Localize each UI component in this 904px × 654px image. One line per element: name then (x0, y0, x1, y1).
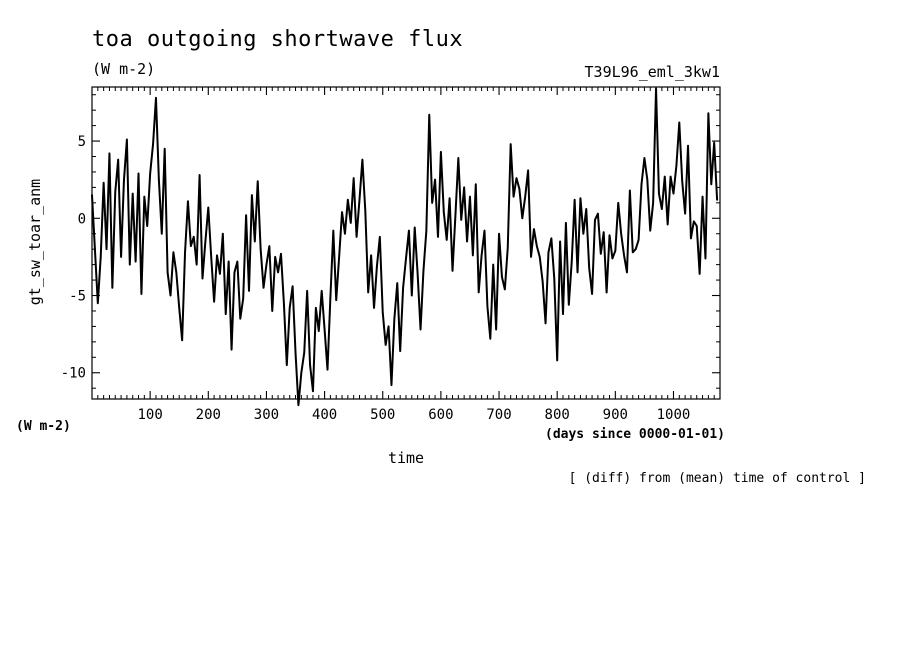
x-tick-label: 600 (428, 407, 453, 423)
chart-title: toa outgoing shortwave flux (92, 27, 463, 52)
x-tick-label: 900 (603, 407, 628, 423)
experiment-label: T39L96_eml_3kw1 (585, 63, 720, 81)
x-tick-label: 100 (137, 407, 162, 423)
y-axis-unit: (W m-2) (16, 419, 71, 434)
x-tick-label: 200 (196, 407, 221, 423)
y-tick-label: 5 (78, 134, 86, 150)
x-tick-label: 700 (486, 407, 511, 423)
y-axis-title: gt_sw_toar_anm (26, 179, 44, 305)
y-tick-label: -10 (61, 366, 86, 382)
x-axis-unit: (days since 0000-01-01) (545, 427, 725, 442)
plot-area: 100 200 300 400 500 600 700 800 900 1000 -10 -5 0 5 (61, 86, 721, 423)
x-tick-label: 400 (312, 407, 337, 423)
chart-note: [ (diff) from (mean) time of control ] (569, 471, 866, 486)
series-line (91, 87, 719, 407)
x-axis-title: time (388, 449, 424, 467)
x-tick-label: 500 (370, 407, 395, 423)
x-tick-label: 1000 (657, 407, 691, 423)
x-tick-label: 300 (254, 407, 279, 423)
chart-unit-label: (W m-2) (92, 60, 155, 78)
x-tick-label: 800 (545, 407, 570, 423)
y-tick-label: 0 (78, 211, 86, 227)
y-tick-label: -5 (69, 289, 86, 305)
